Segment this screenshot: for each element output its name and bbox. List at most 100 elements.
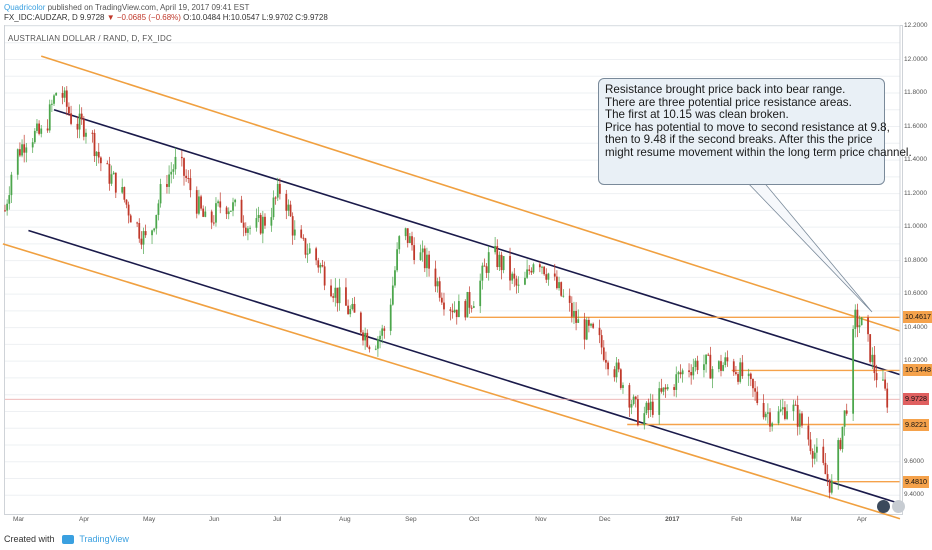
candle-down — [345, 287, 347, 306]
ohlc-line: FX_IDC:AUDZAR, D 9.9728 ▼ −0.0685 (−0.68… — [4, 13, 328, 22]
candle-down — [323, 266, 326, 286]
candle-down — [553, 273, 556, 277]
candle-down — [752, 378, 754, 389]
candle-up — [153, 228, 156, 231]
candle-down — [513, 273, 516, 279]
candle-up — [858, 325, 861, 328]
candle-down — [575, 310, 577, 323]
candle-up — [547, 273, 550, 280]
candle-down — [187, 177, 190, 179]
candle-down — [500, 254, 503, 271]
candle-up — [255, 218, 258, 228]
candle-up — [426, 254, 428, 269]
y-tick-label: 12.0000 — [904, 55, 928, 63]
candle-up — [112, 172, 115, 175]
price-tag: 10.4617 — [903, 311, 932, 324]
candle-up — [558, 282, 560, 289]
candle-up — [168, 174, 170, 187]
candle-up — [121, 187, 124, 193]
candle-up — [10, 174, 13, 196]
candle-down — [321, 264, 324, 267]
x-tick-label: Nov — [535, 516, 547, 523]
candle-up — [630, 404, 633, 408]
candle-down — [607, 362, 609, 370]
candle-down — [709, 354, 712, 379]
candle-up — [453, 309, 456, 313]
candle-up — [261, 216, 264, 234]
y-tick-label: 11.6000 — [904, 122, 928, 130]
candle-up — [622, 385, 624, 388]
y-tick-label: 10.2000 — [904, 357, 928, 365]
candle-down — [592, 323, 595, 328]
candle-up — [577, 319, 580, 323]
candle-up — [777, 411, 780, 424]
candle-up — [781, 407, 784, 410]
candle-down — [867, 317, 869, 335]
outer-channel-upper — [40, 55, 901, 332]
candle-down — [362, 332, 364, 341]
candle-up — [287, 204, 290, 211]
candle-up — [377, 339, 379, 349]
candle-down — [443, 302, 445, 310]
x-tick-label: Apr — [856, 516, 867, 523]
candle-up — [404, 228, 407, 237]
y-tick-label: 11.2000 — [904, 189, 928, 197]
candle-up — [78, 113, 81, 130]
price-tag: 9.4810 — [903, 475, 929, 488]
candle-up — [481, 265, 484, 281]
tradingview-link[interactable]: TradingView — [79, 534, 129, 544]
candle-up — [142, 231, 145, 245]
candle-down — [619, 369, 622, 388]
candle-up — [830, 480, 833, 493]
candle-up — [157, 203, 160, 215]
author-link[interactable]: Quadricolor — [4, 3, 46, 12]
candle-up — [31, 142, 34, 148]
candle-down — [483, 265, 486, 267]
candle-down — [434, 268, 437, 287]
x-tick-label: Feb — [731, 516, 743, 523]
candle-up — [854, 309, 857, 329]
annotation-callout[interactable]: Resistance brought price back into bear … — [598, 78, 912, 185]
price-tag: 9.8221 — [903, 418, 929, 431]
globe-icon[interactable] — [877, 500, 890, 513]
candle-up — [494, 246, 497, 253]
candle-up — [771, 423, 774, 427]
candle-down — [212, 222, 215, 224]
x-tick-label: Sep — [405, 516, 417, 523]
candle-up — [677, 372, 680, 375]
candle-up — [860, 317, 863, 326]
candle-up — [662, 387, 665, 392]
candle-down — [732, 361, 735, 373]
candle-down — [696, 360, 699, 371]
candle-up — [276, 183, 279, 198]
candle-up — [63, 90, 66, 98]
flag-icon[interactable] — [892, 500, 905, 513]
y-tick-label: 11.4000 — [904, 156, 928, 164]
candle-down — [383, 328, 386, 331]
inner-channel-lower — [28, 229, 901, 505]
candle-up — [85, 132, 87, 137]
candle-up — [722, 365, 725, 371]
candle-up — [511, 273, 514, 281]
x-tick-label: Jul — [272, 516, 282, 523]
candle-up — [349, 309, 352, 315]
candle-up — [436, 281, 439, 287]
candle-down — [634, 396, 637, 400]
low-value: L:9.9702 — [261, 13, 294, 22]
candle-down — [660, 388, 663, 392]
candle-up — [6, 203, 9, 211]
candle-up — [247, 228, 249, 233]
candle-down — [530, 270, 533, 273]
candle-down — [291, 216, 294, 236]
candle-down — [538, 264, 541, 268]
candle-up — [394, 270, 396, 286]
candle-down — [600, 335, 603, 348]
candle-down — [347, 305, 349, 315]
candle-up — [658, 388, 661, 415]
created-with: Created with TradingView — [4, 534, 129, 545]
candle-down — [304, 238, 307, 255]
candle-down — [144, 231, 147, 236]
x-tick-label: Apr — [79, 516, 90, 523]
candle-down — [244, 227, 247, 233]
